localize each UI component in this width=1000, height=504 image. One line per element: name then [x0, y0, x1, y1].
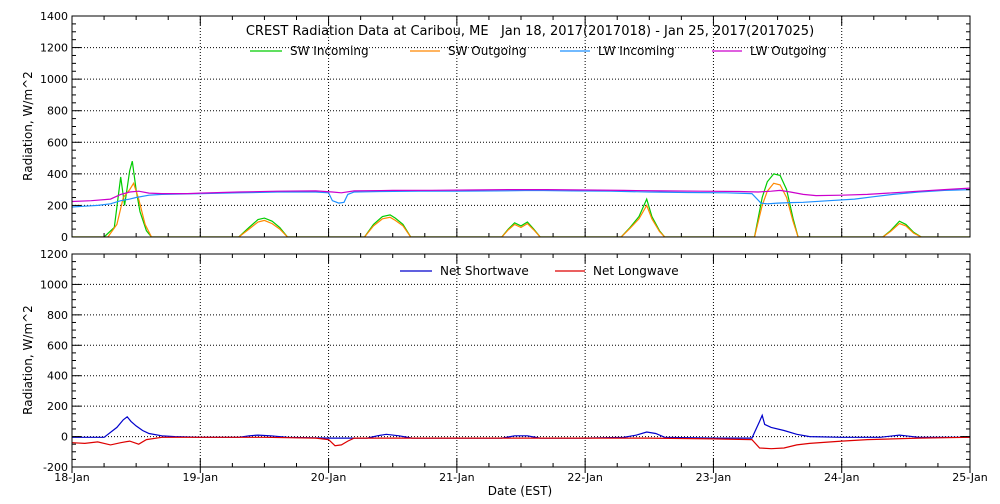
- series-line-lw-outgoing: [72, 187, 970, 203]
- y-tick-label: -200: [43, 461, 68, 474]
- y-tick-label: 0: [61, 431, 68, 444]
- bottom-xlabel: Date (EST): [488, 484, 552, 498]
- y-tick-label: 800: [47, 309, 68, 322]
- y-tick-label: 1000: [40, 73, 68, 86]
- plot-frames: [71, 15, 971, 468]
- series-line-lw-incoming: [72, 189, 970, 208]
- legends: SW Incoming SW Outgoing LW Incoming LW Outg…: [250, 44, 827, 278]
- x-tick-label: 25-Jan: [952, 471, 988, 484]
- y-tick-label: 1400: [40, 10, 68, 23]
- x-tick-label: 22-Jan: [567, 471, 603, 484]
- legend-label: SW Incoming: [290, 44, 369, 58]
- top-ylabel: Radiation, W/m^2: [21, 71, 35, 181]
- x-tick-label: 21-Jan: [439, 471, 475, 484]
- series-line-sw-outgoing: [72, 181, 970, 237]
- y-tick-label: 1200: [40, 42, 68, 55]
- series-line-net-longwave: [72, 436, 970, 450]
- tick-marks: [71, 15, 971, 473]
- series-layer: [72, 161, 970, 450]
- legend-label: SW Outgoing: [448, 44, 527, 58]
- x-tick-label: 23-Jan: [696, 471, 732, 484]
- y-tick-label: 400: [47, 370, 68, 383]
- bottom-ylabel: Radiation, W/m^2: [21, 305, 35, 415]
- x-tick-label: 19-Jan: [183, 471, 219, 484]
- plot-frame: [71, 253, 971, 468]
- legend-label: LW Outgoing: [750, 44, 827, 58]
- y-tick-label: 1200: [40, 248, 68, 261]
- legend-label: Net Longwave: [593, 264, 679, 278]
- chart-text: CREST Radiation Data at Caribou, ME Jan …: [21, 10, 988, 498]
- y-tick-label: 400: [47, 168, 68, 181]
- y-tick-label: 200: [47, 199, 68, 212]
- y-tick-label: 800: [47, 105, 68, 118]
- series-line-net-shortwave: [72, 413, 970, 439]
- y-tick-label: 200: [47, 400, 68, 413]
- x-tick-label: 20-Jan: [311, 471, 347, 484]
- y-tick-label: 0: [61, 231, 68, 244]
- series-line-sw-incoming: [72, 161, 970, 237]
- y-tick-label: 600: [47, 136, 68, 149]
- legend-label: Net Shortwave: [440, 264, 529, 278]
- chart-title: CREST Radiation Data at Caribou, ME Jan …: [246, 24, 814, 39]
- x-tick-label: 18-Jan: [54, 471, 90, 484]
- legend-label: LW Incoming: [598, 44, 675, 58]
- gridlines: [72, 16, 970, 467]
- y-tick-label: 1000: [40, 278, 68, 291]
- y-tick-label: 600: [47, 339, 68, 352]
- x-tick-label: 24-Jan: [824, 471, 860, 484]
